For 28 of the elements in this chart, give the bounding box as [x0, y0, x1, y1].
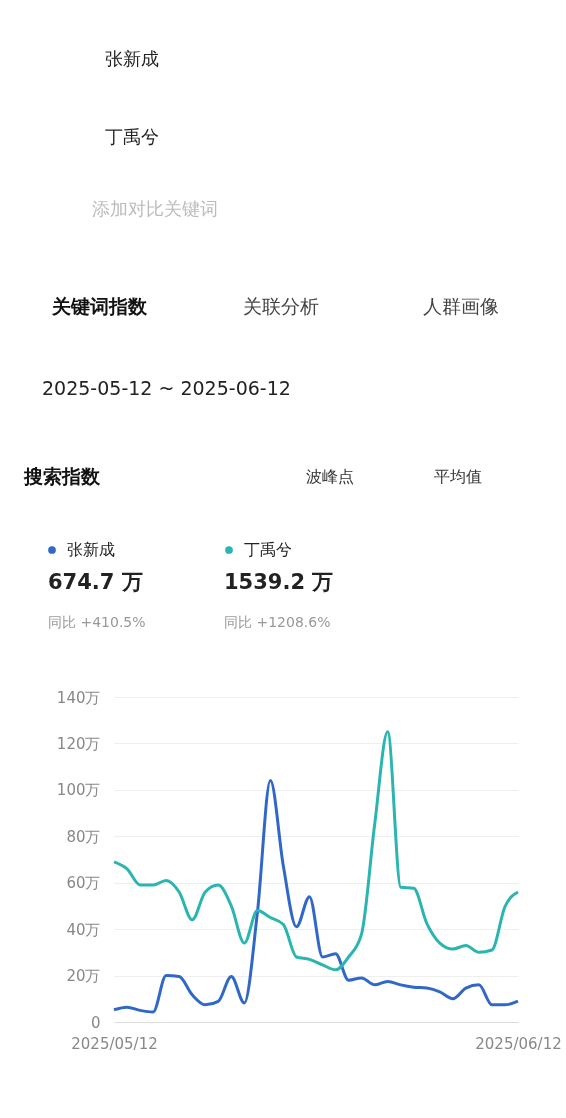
text: 平均值	[434, 467, 482, 486]
y-tick-label: 120万	[56, 734, 101, 753]
line-series	[112, 730, 520, 972]
text: 人群画像	[423, 295, 499, 317]
y-tick-label: 40万	[66, 920, 101, 939]
line-series	[112, 779, 520, 1014]
legend-label: 张新成	[67, 540, 115, 559]
text: 张新成	[105, 48, 159, 69]
text: 同比 +410.5%	[48, 614, 146, 630]
text: 2025-05-12 ~ 2025-06-12	[42, 377, 291, 399]
x-tick-label: 2025/05/12	[71, 1034, 158, 1053]
y-tick-label: 60万	[66, 874, 101, 893]
text: 丁禹兮	[105, 126, 159, 147]
text: 674.7 万	[48, 570, 143, 594]
text: 关键词指数	[51, 295, 148, 317]
y-tick-label: 0	[90, 1013, 101, 1032]
chart-title: 搜索指数	[23, 465, 101, 487]
text: 同比 +1208.6%	[224, 614, 331, 630]
text: 波峰点	[306, 467, 354, 486]
text: 关联分析	[243, 295, 319, 317]
y-tick-label: 100万	[56, 781, 101, 800]
text: 添加对比关键词	[92, 198, 218, 219]
y-tick-label: 20万	[66, 967, 101, 986]
text: 1539.2 万	[224, 570, 334, 594]
legend-label: 丁禹兮	[244, 540, 292, 559]
x-tick-label: 2025/06/12	[475, 1034, 562, 1053]
y-tick-label: 80万	[66, 827, 101, 846]
y-tick-label: 140万	[56, 688, 101, 707]
